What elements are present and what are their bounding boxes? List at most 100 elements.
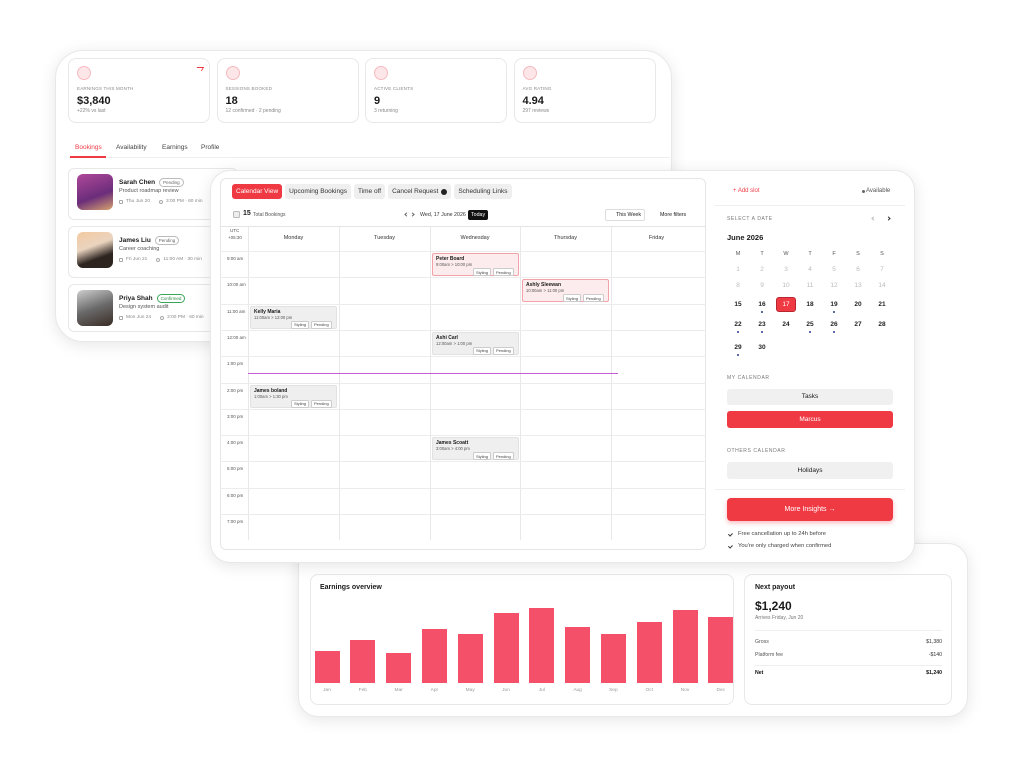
session-time: 3:00 PM · 60 min [166,199,203,204]
date[interactable]: 11 [806,282,814,289]
day-header: Tuesday [374,235,395,241]
event-tag: Pending [493,268,514,276]
weekday: S [880,251,884,257]
day-header: Thursday [554,235,577,241]
timezone: UTC [230,228,240,233]
event-time: 3:00am > 4:00 pm [436,446,470,452]
date[interactable]: 25 [806,321,814,328]
time-label: 3:00 pm [227,413,244,419]
tab[interactable]: Earnings [162,144,188,151]
tab[interactable]: Profile [201,144,220,151]
divider [755,630,942,631]
date[interactable]: 8 [736,282,740,289]
tab[interactable]: Bookings [75,144,102,151]
weekday: S [856,251,860,257]
date[interactable]: 14 [878,282,886,289]
date[interactable]: 27 [854,321,862,328]
calendar-button[interactable]: Tasks [727,389,893,405]
calendar-tab[interactable]: Scheduling Links [454,184,512,199]
date[interactable]: 19 [830,301,838,308]
date[interactable]: 12 [830,282,838,289]
stat-icon [77,66,91,80]
month-title: June 2026 [727,233,764,242]
date[interactable]: 10 [782,282,790,289]
date[interactable]: 29 [734,344,742,351]
bar [529,608,555,683]
event-tag: Pending [583,294,604,303]
date[interactable]: 21 [878,301,886,308]
session-date: Mon Jun 24 [126,315,152,320]
date-icon [119,315,123,320]
stat-icon [374,66,388,80]
timezone-offset: +05:30 [228,235,242,240]
client-name: James Liu [119,237,151,244]
event-dot [809,331,811,333]
date[interactable]: 9 [760,282,764,289]
date[interactable]: 13 [854,282,862,289]
weekday: W [783,251,789,257]
x-tick-label: Jun [502,688,510,693]
filters-button[interactable]: More filters [660,212,687,218]
date[interactable]: 4 [808,266,812,273]
avatar [77,232,113,268]
date[interactable]: 24 [782,321,790,328]
event-tag: Styling [473,346,492,355]
x-tick-label: Dec [716,688,726,693]
date[interactable]: 23 [758,321,766,328]
calendar-button[interactable]: Holidays [727,462,893,479]
date[interactable]: 30 [758,344,766,351]
today-button[interactable]: Today [468,210,489,220]
x-tick-label: Aug [573,688,582,693]
tab[interactable]: Availability [116,144,147,151]
time-label: 7:00 pm [227,519,244,524]
event-tag: Styling [473,268,492,276]
x-tick-label: Feb [358,688,367,693]
date-icon [119,257,123,262]
date[interactable]: 1 [736,266,740,273]
event-dot [761,311,763,313]
time-icon [160,315,165,320]
checkbox [233,211,240,218]
calendar-tab[interactable]: Time off [353,184,386,199]
event-tag: Pending [493,452,514,461]
calendar-tab[interactable]: Cancel Request [388,184,452,199]
time-label: 9:00 am [227,256,244,261]
bar [457,634,483,683]
calendar-tab[interactable]: Upcoming Bookings [285,184,351,199]
date[interactable]: 22 [734,321,742,328]
weekday: F [832,251,836,257]
add-slot[interactable]: + Add slot [733,188,760,194]
date[interactable]: 28 [878,321,886,328]
payout-row-label: Net [755,670,764,676]
date[interactable]: 7 [880,266,884,273]
weekday: M [735,251,741,257]
x-tick-label: May [465,688,475,693]
calendar-button[interactable]: Marcus [727,411,893,428]
date[interactable]: 16 [758,301,766,308]
date[interactable]: 20 [854,301,862,308]
event-tag: Styling [291,399,310,408]
section-label: OTHERS CALENDAR [727,448,786,454]
session-time: 11:00 AM · 30 min [163,257,202,262]
date[interactable]: 18 [806,301,814,308]
date[interactable]: 5 [832,266,836,273]
available-dot [862,190,865,193]
date[interactable]: 3 [784,266,788,273]
stat-card [365,58,507,123]
insights-button[interactable]: More Insights → [727,498,893,521]
week-button[interactable]: This Week [605,209,645,221]
date[interactable]: 26 [830,321,838,328]
current-date: Wed, 17 June 2026 [420,212,466,218]
event-dot [833,311,835,313]
date[interactable]: 6 [856,266,860,273]
session-time: 2:00 PM · 60 min [167,315,204,320]
date[interactable]: 15 [734,301,742,308]
date[interactable]: 17 [782,301,790,308]
stat-icon [522,66,537,80]
date[interactable]: 2 [760,266,764,273]
calendar-tab[interactable]: Calendar View [232,184,283,199]
name-row: Sarah Chen Pending [119,178,184,187]
stat-label: SESSIONS BOOKED [225,86,273,91]
grid-line [220,435,706,437]
